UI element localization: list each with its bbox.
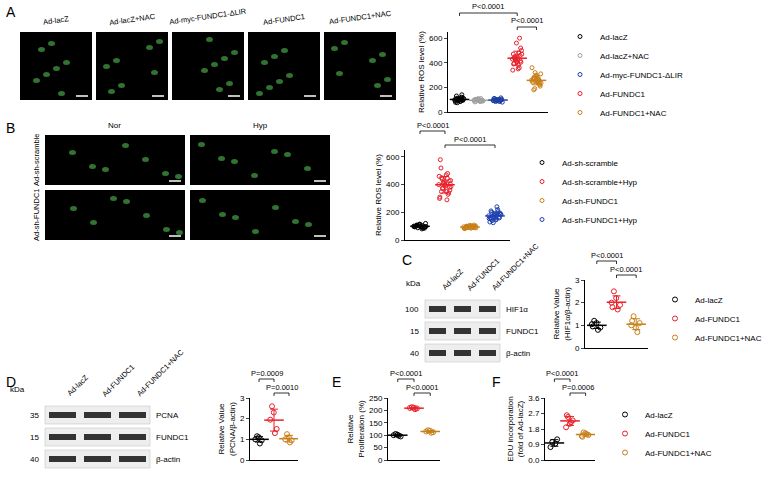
svg-text:PCNA: PCNA: [156, 411, 179, 420]
svg-text:Ad-FUNDC1+NAC: Ad-FUNDC1+NAC: [645, 449, 712, 458]
svg-text:40: 40: [410, 349, 419, 358]
svg-text:RelativeProliferation (%): RelativeProliferation (%): [346, 400, 365, 458]
svg-text:Ad-myc-FUNDC1-ΔLIR: Ad-myc-FUNDC1-ΔLIR: [600, 71, 683, 80]
svg-text:A: A: [6, 4, 16, 20]
svg-text:2: 2: [240, 414, 245, 423]
svg-text:P<0.0001: P<0.0001: [454, 135, 486, 144]
svg-text:P<0.0001: P<0.0001: [417, 121, 449, 130]
svg-text:Ad-sh-FUNDC1+Hyp: Ad-sh-FUNDC1+Hyp: [562, 216, 637, 225]
svg-text:400: 400: [429, 59, 443, 68]
svg-text:P<0.0001: P<0.0001: [390, 369, 422, 378]
svg-text:kDa: kDa: [10, 385, 25, 394]
svg-text:Ad-lacZ: Ad-lacZ: [440, 267, 465, 292]
svg-text:50: 50: [373, 443, 382, 452]
svg-text:P<0.0001: P<0.0001: [472, 2, 504, 11]
svg-text:Relative Value(PCNA/β-actin): Relative Value(PCNA/β-actin): [217, 402, 236, 456]
svg-text:600: 600: [429, 34, 443, 43]
svg-text:kDa: kDa: [406, 279, 421, 288]
svg-text:0.9: 0.9: [528, 440, 540, 449]
svg-text:Ad-FUNDC1+NAC: Ad-FUNDC1+NAC: [329, 9, 393, 27]
svg-text:Ad-FUNDC1: Ad-FUNDC1: [100, 363, 136, 399]
svg-text:P<0.0001: P<0.0001: [591, 251, 623, 260]
svg-text:Ad-lacZ: Ad-lacZ: [65, 373, 90, 398]
svg-text:HIF1α: HIF1α: [506, 305, 528, 314]
svg-text:P<0.0001: P<0.0001: [406, 383, 438, 392]
svg-text:Ad-myc-FUNDC1-ΔLIR: Ad-myc-FUNDC1-ΔLIR: [169, 7, 248, 27]
svg-text:Ad-lacZ: Ad-lacZ: [43, 14, 70, 27]
svg-text:Ad-FUNDC1+NAC: Ad-FUNDC1+NAC: [600, 109, 667, 118]
svg-text:15: 15: [30, 433, 39, 442]
svg-text:2.7: 2.7: [528, 409, 540, 418]
svg-text:0: 0: [378, 456, 383, 465]
svg-text:Ad-lacZ+NAC: Ad-lacZ+NAC: [600, 52, 649, 61]
svg-text:Nor: Nor: [108, 121, 121, 130]
svg-text:P<0.0001: P<0.0001: [546, 369, 578, 378]
svg-text:Ad-FUNDC1: Ad-FUNDC1: [465, 257, 501, 293]
svg-text:0: 0: [438, 108, 443, 117]
svg-text:100: 100: [405, 305, 419, 314]
svg-text:0: 0: [575, 344, 580, 353]
svg-text:100: 100: [369, 431, 383, 440]
svg-text:B: B: [6, 120, 15, 136]
svg-text:3: 3: [240, 394, 245, 403]
svg-text:35: 35: [30, 411, 39, 420]
svg-text:Ad-FUNDC1+NAC: Ad-FUNDC1+NAC: [695, 334, 762, 343]
svg-text:Ad-FUNDC1: Ad-FUNDC1: [263, 12, 306, 27]
svg-text:β-actin: β-actin: [506, 349, 530, 358]
svg-text:Ad-FUNDC1: Ad-FUNDC1: [695, 315, 740, 324]
svg-text:Ad-lacZ: Ad-lacZ: [645, 411, 673, 420]
svg-text:1.8: 1.8: [528, 425, 540, 434]
svg-text:EDU incorporation(fold of Ad-l: EDU incorporation(fold of Ad-lacZ): [506, 396, 525, 461]
svg-text:Ad-sh-scramble+Hyp: Ad-sh-scramble+Hyp: [562, 178, 637, 187]
svg-text:P=0.0010: P=0.0010: [266, 383, 298, 392]
svg-text:Ad-sh-FUNDC1: Ad-sh-FUNDC1: [32, 188, 41, 241]
svg-text:Ad-FUNDC1: Ad-FUNDC1: [645, 430, 690, 439]
svg-text:Relative ROS level (%): Relative ROS level (%): [374, 154, 383, 236]
svg-text:2: 2: [575, 298, 580, 307]
svg-text:Ad-FUNDC1+NAC: Ad-FUNDC1+NAC: [135, 347, 186, 398]
svg-text:1: 1: [575, 321, 580, 330]
svg-text:Relative Value(HIF1α/β-actin): Relative Value(HIF1α/β-actin): [552, 287, 571, 341]
svg-text:0: 0: [240, 456, 245, 465]
svg-text:15: 15: [410, 327, 419, 336]
svg-text:FUNDC1: FUNDC1: [506, 327, 539, 336]
svg-text:250: 250: [369, 394, 383, 403]
svg-text:Ad-sh-FUNDC1: Ad-sh-FUNDC1: [562, 197, 619, 206]
svg-text:Ad-lacZ+NAC: Ad-lacZ+NAC: [109, 12, 156, 27]
svg-text:P=0.0009: P=0.0009: [251, 369, 283, 378]
svg-text:3.6: 3.6: [528, 394, 540, 403]
svg-text:600: 600: [386, 153, 400, 162]
svg-text:3: 3: [575, 276, 580, 285]
svg-text:P=0.0006: P=0.0006: [562, 383, 594, 392]
svg-text:200: 200: [386, 208, 400, 217]
svg-text:E: E: [332, 374, 341, 390]
svg-text:200: 200: [369, 406, 383, 415]
svg-text:Relative ROS level (%): Relative ROS level (%): [417, 31, 426, 113]
svg-text:200: 200: [429, 83, 443, 92]
svg-text:Ad-FUNDC1+NAC: Ad-FUNDC1+NAC: [490, 241, 541, 292]
svg-text:Ad-FUNDC1: Ad-FUNDC1: [600, 90, 645, 99]
svg-text:0: 0: [395, 236, 400, 245]
svg-text:150: 150: [369, 419, 383, 428]
svg-text:F: F: [492, 374, 501, 390]
svg-text:Ad-lacZ: Ad-lacZ: [695, 296, 723, 305]
svg-text:P<0.0001: P<0.0001: [610, 265, 642, 274]
svg-text:C: C: [402, 252, 412, 268]
svg-text:D: D: [6, 374, 16, 390]
svg-text:40: 40: [30, 455, 39, 464]
svg-text:β-actin: β-actin: [156, 455, 180, 464]
svg-text:1: 1: [240, 435, 245, 444]
svg-text:FUNDC1: FUNDC1: [156, 433, 189, 442]
svg-text:Ad-sh-scramble: Ad-sh-scramble: [32, 133, 41, 186]
svg-text:Hyp: Hyp: [253, 121, 268, 130]
svg-text:P<0.0001: P<0.0001: [511, 16, 543, 25]
svg-text:Ad-sh-scramble: Ad-sh-scramble: [562, 159, 619, 168]
svg-text:Ad-lacZ: Ad-lacZ: [600, 33, 628, 42]
svg-text:400: 400: [386, 180, 400, 189]
svg-text:0.0: 0.0: [528, 456, 540, 465]
